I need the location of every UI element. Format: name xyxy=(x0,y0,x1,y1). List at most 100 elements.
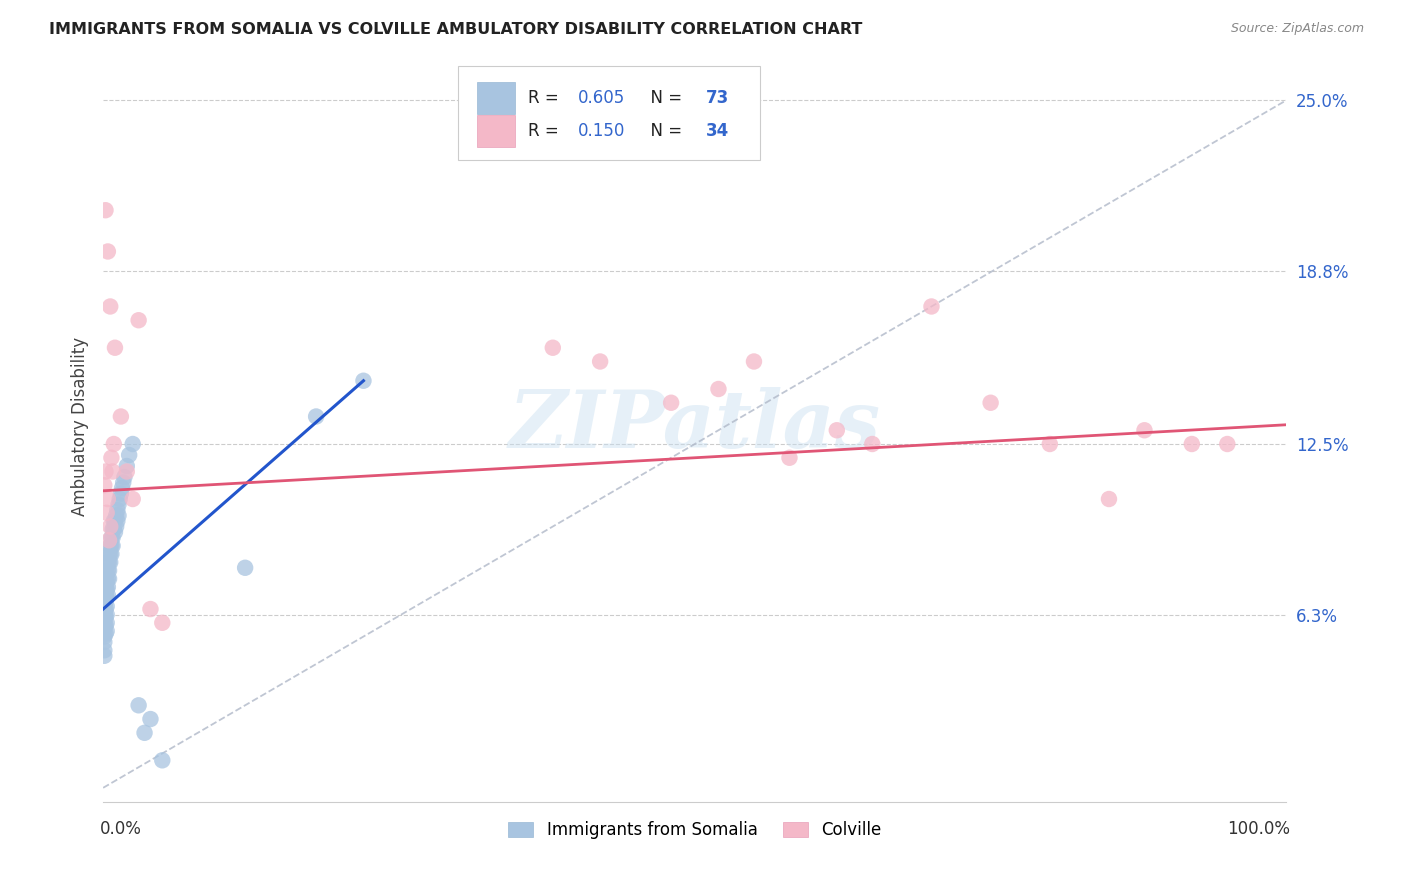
Point xyxy=(111,481,134,495)
Point xyxy=(139,602,162,616)
Point xyxy=(1216,437,1239,451)
Point xyxy=(94,627,117,641)
Point xyxy=(94,618,117,632)
Point xyxy=(150,615,173,630)
Point xyxy=(98,547,121,561)
Point xyxy=(98,572,121,586)
Point xyxy=(101,539,124,553)
Point xyxy=(98,555,121,569)
Point xyxy=(98,547,121,561)
Point xyxy=(93,615,115,630)
Point xyxy=(100,539,122,553)
Text: N =: N = xyxy=(640,122,688,140)
Point xyxy=(98,300,121,314)
Point xyxy=(589,354,612,368)
Point xyxy=(107,498,129,512)
Point xyxy=(96,624,118,638)
Point xyxy=(115,465,138,479)
Point xyxy=(110,409,132,424)
Point xyxy=(93,643,115,657)
Point xyxy=(96,607,118,622)
Point xyxy=(94,585,117,599)
Point xyxy=(97,491,120,506)
Point xyxy=(93,648,115,663)
Point xyxy=(96,566,118,581)
Point xyxy=(860,437,883,451)
Point xyxy=(104,341,127,355)
Point xyxy=(94,597,117,611)
Point xyxy=(121,491,143,506)
Point xyxy=(139,712,162,726)
Point xyxy=(98,564,121,578)
Point xyxy=(103,522,125,536)
Point xyxy=(94,203,117,218)
Point xyxy=(93,478,115,492)
Text: 0.605: 0.605 xyxy=(578,89,624,107)
Point xyxy=(93,630,115,644)
Point xyxy=(110,486,132,500)
Text: 34: 34 xyxy=(706,122,728,140)
Point xyxy=(97,564,120,578)
Point xyxy=(98,555,121,569)
Point xyxy=(121,437,143,451)
Point xyxy=(94,610,117,624)
FancyBboxPatch shape xyxy=(477,82,515,114)
Text: 0.0%: 0.0% xyxy=(100,821,142,838)
Point xyxy=(93,602,115,616)
Point xyxy=(96,506,118,520)
Point xyxy=(101,531,124,545)
Point xyxy=(94,465,117,479)
Point xyxy=(98,519,121,533)
Point xyxy=(101,522,124,536)
Point xyxy=(97,555,120,569)
Y-axis label: Ambulatory Disability: Ambulatory Disability xyxy=(72,336,89,516)
Point xyxy=(305,409,328,424)
Point xyxy=(96,582,118,597)
Point xyxy=(93,621,115,635)
Point xyxy=(233,561,256,575)
Point xyxy=(96,615,118,630)
FancyBboxPatch shape xyxy=(477,115,515,147)
Point xyxy=(980,396,1002,410)
Point xyxy=(94,602,117,616)
Point xyxy=(97,588,120,602)
Text: 100.0%: 100.0% xyxy=(1227,821,1291,838)
Point xyxy=(97,572,120,586)
Point xyxy=(100,531,122,545)
Point xyxy=(94,607,117,622)
Point xyxy=(1098,491,1121,506)
Point xyxy=(112,470,135,484)
Point xyxy=(707,382,730,396)
Point xyxy=(96,591,118,605)
Point xyxy=(108,491,131,506)
Point xyxy=(541,341,564,355)
Point xyxy=(104,524,127,539)
Point xyxy=(778,450,800,465)
Point xyxy=(103,437,125,451)
Point xyxy=(104,514,127,528)
Point xyxy=(100,450,122,465)
Point xyxy=(97,580,120,594)
Point xyxy=(98,533,121,548)
Point xyxy=(100,547,122,561)
Point xyxy=(96,574,118,589)
Text: ZIPatlas: ZIPatlas xyxy=(509,387,882,465)
Text: 0.150: 0.150 xyxy=(578,122,626,140)
Point xyxy=(93,594,115,608)
Point xyxy=(94,574,117,589)
Point xyxy=(94,585,117,599)
Point xyxy=(1181,437,1204,451)
Text: IMMIGRANTS FROM SOMALIA VS COLVILLE AMBULATORY DISABILITY CORRELATION CHART: IMMIGRANTS FROM SOMALIA VS COLVILLE AMBU… xyxy=(49,22,863,37)
Point xyxy=(105,519,128,533)
Point xyxy=(353,374,375,388)
Point xyxy=(107,508,129,523)
Point xyxy=(93,635,115,649)
Point xyxy=(93,582,115,597)
Point xyxy=(94,580,117,594)
Point xyxy=(128,313,150,327)
Point xyxy=(115,458,138,473)
Point xyxy=(1039,437,1062,451)
Point xyxy=(128,698,150,713)
Point xyxy=(134,726,156,740)
Text: 73: 73 xyxy=(706,89,728,107)
